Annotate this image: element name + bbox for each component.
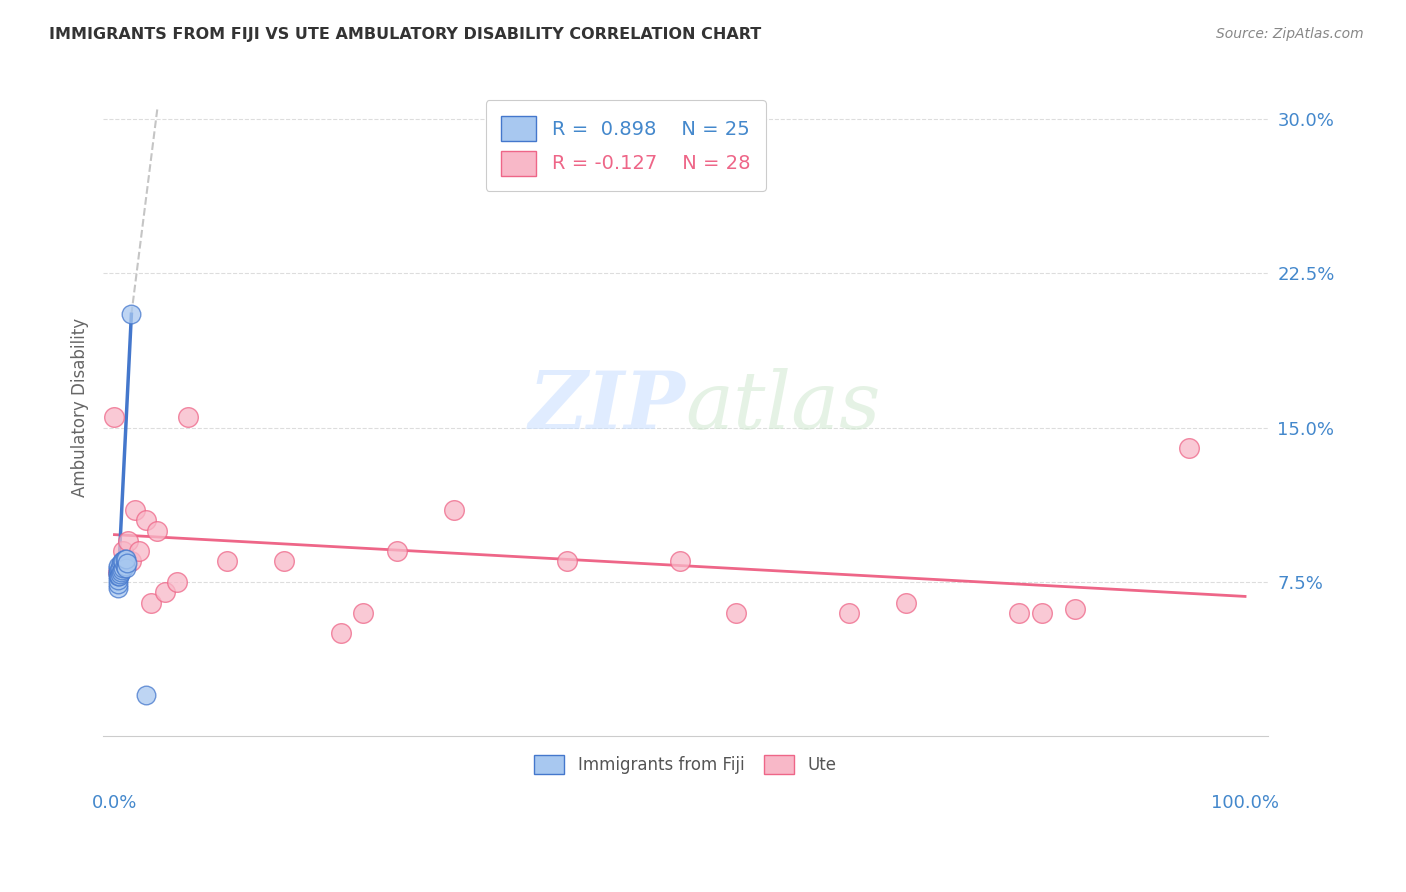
- Point: [120, 307, 142, 321]
- Text: Source: ZipAtlas.com: Source: ZipAtlas.com: [1216, 27, 1364, 41]
- Point: [114, 552, 136, 566]
- Point: [555, 554, 578, 568]
- Point: [155, 585, 177, 599]
- Text: ZIP: ZIP: [529, 368, 685, 446]
- Point: [668, 554, 690, 568]
- Point: [114, 558, 136, 573]
- Point: [107, 577, 129, 591]
- Point: [107, 566, 129, 581]
- Point: [146, 524, 169, 538]
- Text: 0.0%: 0.0%: [91, 794, 138, 812]
- Text: atlas: atlas: [685, 368, 880, 446]
- Point: [112, 544, 135, 558]
- Point: [1064, 601, 1087, 615]
- Point: [110, 557, 132, 571]
- Point: [114, 552, 136, 566]
- Text: IMMIGRANTS FROM FIJI VS UTE AMBULATORY DISABILITY CORRELATION CHART: IMMIGRANTS FROM FIJI VS UTE AMBULATORY D…: [49, 27, 762, 42]
- Point: [329, 626, 352, 640]
- Point: [139, 596, 162, 610]
- Point: [114, 560, 136, 574]
- Point: [112, 554, 135, 568]
- Point: [120, 554, 142, 568]
- Point: [117, 533, 139, 548]
- Point: [838, 606, 860, 620]
- Point: [108, 569, 131, 583]
- Point: [108, 563, 131, 577]
- Point: [135, 513, 157, 527]
- Point: [110, 565, 132, 579]
- Point: [111, 554, 134, 568]
- Point: [108, 566, 131, 581]
- Point: [107, 560, 129, 574]
- Point: [166, 574, 188, 589]
- Point: [107, 565, 129, 579]
- Point: [107, 581, 129, 595]
- Point: [217, 554, 239, 568]
- Point: [107, 569, 129, 583]
- Point: [124, 503, 146, 517]
- Point: [385, 544, 408, 558]
- Point: [1031, 606, 1053, 620]
- Point: [894, 596, 917, 610]
- Point: [135, 688, 157, 702]
- Legend: Immigrants from Fiji, Ute: Immigrants from Fiji, Ute: [527, 748, 844, 780]
- Point: [107, 565, 129, 579]
- Point: [352, 606, 374, 620]
- Point: [108, 560, 131, 574]
- Point: [128, 544, 150, 558]
- Point: [725, 606, 748, 620]
- Point: [273, 554, 295, 568]
- Point: [112, 560, 135, 574]
- Text: 100.0%: 100.0%: [1211, 794, 1279, 812]
- Point: [115, 557, 138, 571]
- Y-axis label: Ambulatory Disability: Ambulatory Disability: [72, 318, 89, 497]
- Point: [111, 563, 134, 577]
- Point: [107, 558, 129, 573]
- Point: [107, 573, 129, 587]
- Point: [1177, 441, 1199, 455]
- Point: [443, 503, 465, 517]
- Point: [1008, 606, 1031, 620]
- Point: [103, 410, 125, 425]
- Point: [177, 410, 200, 425]
